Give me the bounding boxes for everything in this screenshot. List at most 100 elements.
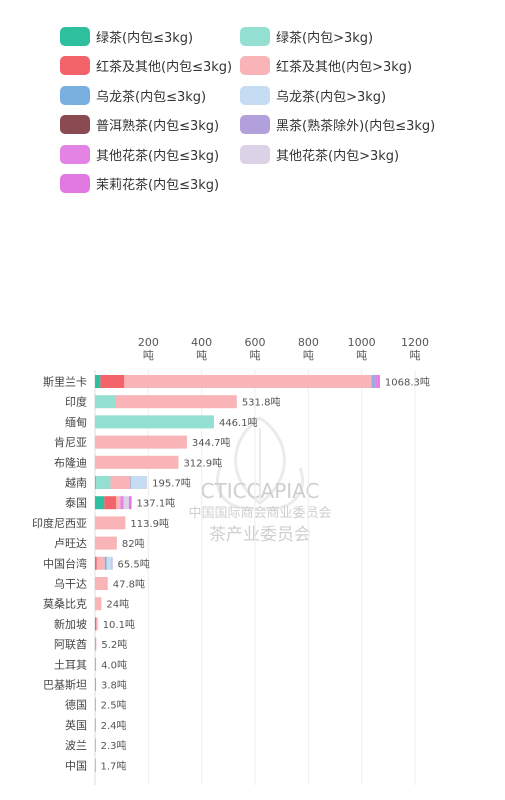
bar-segment	[95, 476, 96, 489]
bar-segment	[111, 556, 113, 570]
x-tick-label: 1200	[401, 336, 429, 349]
bar-segment	[95, 698, 96, 712]
legend-label: 其他花茶(内包≤3kg)	[96, 148, 220, 164]
bar-segment	[95, 577, 108, 590]
bar-segment	[131, 476, 147, 489]
category-label: 肯尼亚	[54, 436, 87, 449]
bar-segment	[95, 496, 105, 510]
bar-segment	[95, 758, 96, 772]
category-label: 卢旺达	[54, 537, 87, 550]
bar-segment	[95, 678, 97, 691]
bar-total-label: 10.1吨	[103, 618, 135, 631]
bar-total-label: 82吨	[122, 537, 145, 550]
bar-segment	[95, 536, 117, 550]
legend-label: 普洱熟茶(内包≤3kg)	[96, 119, 220, 134]
category-label: 中国	[65, 759, 87, 772]
legend-item: 其他花茶(内包≤3kg)	[60, 144, 219, 164]
category-label: 土耳其	[54, 658, 87, 671]
x-tick-label: 1000	[348, 336, 376, 349]
bar-total-label: 2.5吨	[101, 699, 127, 712]
bar-segment	[95, 455, 179, 469]
bar-total-label: 312.9吨	[183, 456, 222, 469]
bar-segment	[124, 375, 372, 388]
category-label: 波兰	[65, 739, 87, 752]
category-label: 巴基斯坦	[43, 678, 87, 692]
bar-segment	[95, 637, 97, 651]
bar-segment	[95, 718, 96, 732]
bar-total-label: 344.7吨	[192, 436, 231, 449]
bar-total-label: 1.7吨	[100, 759, 126, 772]
category-label: 越南	[65, 476, 87, 490]
bar-total-label: 195.7吨	[152, 477, 191, 490]
bar-segment	[95, 657, 97, 671]
bar-segment	[95, 597, 102, 611]
category-label: 泰国	[65, 496, 87, 510]
bar-segment	[95, 516, 126, 530]
bar-total-label: 24吨	[106, 598, 129, 611]
bar-total-label: 47.8吨	[113, 578, 145, 591]
category-label: 莫桑比克	[43, 598, 87, 611]
bar-segment	[96, 556, 105, 570]
bar-total-label: 2.4吨	[101, 719, 127, 732]
category-label: 布隆迪	[54, 455, 87, 469]
bar-segment	[372, 375, 376, 388]
legend-item: 红茶及其他(内包>3kg)	[240, 56, 412, 76]
bar-total-label: 4.0吨	[101, 658, 127, 671]
bar-segment	[104, 556, 107, 570]
category-label: 乌干达	[54, 577, 87, 591]
legend-swatch	[60, 26, 90, 46]
bar-total-label: 446.1吨	[219, 416, 258, 429]
category-label: 印度	[65, 395, 87, 409]
bar-segment	[95, 556, 97, 570]
bar-segment	[95, 395, 115, 409]
legend-item: 红茶及其他(内包≤3kg)	[60, 56, 232, 76]
bar-segment	[104, 496, 117, 510]
legend-item: 乌龙茶(内包≤3kg)	[60, 85, 206, 105]
bar-total-label: 5.2吨	[101, 638, 127, 651]
legend-item: 绿茶(内包>3kg)	[240, 26, 373, 46]
bar-segment	[106, 556, 112, 570]
category-label: 阿联酋	[54, 637, 87, 651]
category-label: 印度尼西亚	[32, 516, 87, 530]
bar-segment	[95, 657, 96, 671]
bar-segment	[95, 476, 111, 489]
bar-segment	[95, 375, 101, 388]
legend-swatch	[240, 26, 270, 46]
bar-segment	[95, 718, 96, 732]
bar-segment	[375, 375, 378, 388]
bar-segment	[95, 637, 96, 651]
bar-segment	[115, 395, 237, 409]
x-tick-label: 800	[298, 336, 319, 349]
x-tick-unit: 吨	[143, 349, 154, 362]
legend-item: 其他花茶(内包>3kg)	[240, 144, 399, 164]
bar-total-label: 531.8吨	[242, 396, 281, 409]
x-tick-label: 400	[191, 336, 212, 349]
bar-segment	[96, 556, 97, 570]
legend-label: 黑茶(熟茶除外)(内包≤3kg)	[276, 119, 436, 134]
legend-swatch	[60, 174, 90, 193]
bar-total-label: 65.5吨	[117, 557, 149, 570]
legend-item: 茉莉花茶(内包≤3kg)	[60, 174, 219, 194]
bar-total-label: 3.8吨	[101, 679, 127, 692]
x-tick-unit: 吨	[196, 349, 207, 362]
legend-item: 黑茶(熟茶除外)(内包≤3kg)	[240, 115, 435, 135]
bar-total-label: 113.9吨	[130, 517, 169, 530]
legend-label: 乌龙茶(内包≤3kg)	[96, 89, 207, 105]
bar-total-label: 1068.3吨	[385, 376, 430, 389]
x-tick-unit: 吨	[250, 349, 261, 362]
bar-segment	[95, 617, 97, 631]
bar-segment	[123, 496, 129, 510]
legend-label: 乌龙茶(内包>3kg)	[276, 89, 387, 105]
bar-segment	[100, 375, 125, 388]
bar-segment	[120, 496, 124, 510]
bar-total-label: 2.3吨	[101, 739, 127, 752]
legend-swatch	[60, 144, 90, 164]
bar-segment	[128, 496, 132, 510]
legend-swatch	[240, 144, 270, 164]
legend-swatch	[60, 85, 90, 105]
bar-segment	[371, 375, 373, 388]
category-label: 缅甸	[65, 415, 87, 429]
legend-label: 其他花茶(内包>3kg)	[276, 148, 400, 164]
legend-label: 红茶及其他(内包>3kg)	[276, 60, 413, 75]
